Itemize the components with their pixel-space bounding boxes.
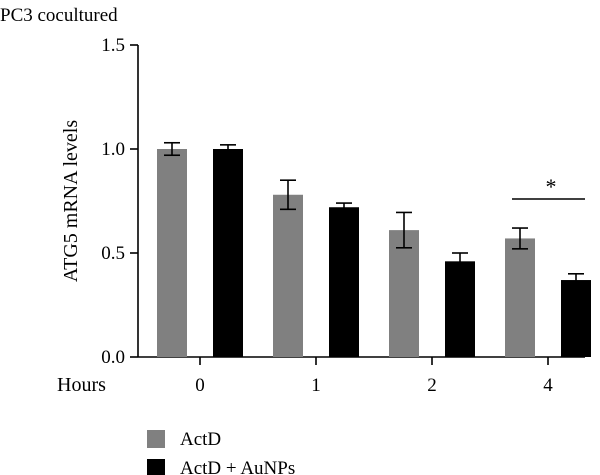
legend-swatch bbox=[147, 430, 165, 448]
y-axis-title: ATG5 mRNA levels bbox=[60, 120, 82, 282]
bars: * bbox=[157, 141, 591, 357]
x-tick-label: 2 bbox=[427, 375, 437, 396]
axes: 0.0 0.5 1.0 1.5 0 1 2 4 bbox=[101, 35, 585, 396]
bar-actd-aunps bbox=[329, 207, 359, 357]
x-axis-title: Hours bbox=[57, 374, 106, 396]
bar-actd bbox=[273, 194, 303, 357]
bar-actd-aunps bbox=[561, 280, 591, 357]
y-tick-label: 1.0 bbox=[101, 139, 125, 160]
y-tick-label: 0.0 bbox=[101, 347, 125, 368]
bar-actd bbox=[157, 149, 187, 357]
x-tick-label: 1 bbox=[311, 375, 321, 396]
x-tick-label: 0 bbox=[195, 375, 205, 396]
legend-label: ActD + AuNPs bbox=[180, 458, 295, 475]
bar-actd-aunps bbox=[213, 149, 243, 357]
y-tick-label: 1.5 bbox=[101, 35, 125, 56]
legend-swatch bbox=[147, 459, 165, 475]
bar-actd bbox=[505, 238, 535, 357]
legend: ActD ActD + AuNPs bbox=[147, 429, 295, 475]
y-tick-label: 0.5 bbox=[101, 243, 125, 264]
significance-marker: * bbox=[546, 174, 557, 199]
legend-label: ActD bbox=[180, 429, 221, 450]
bar-actd bbox=[389, 230, 419, 357]
bar-actd-aunps bbox=[445, 261, 475, 357]
x-tick-label: 4 bbox=[543, 375, 553, 396]
chart-title: PC3 cocultured bbox=[0, 5, 118, 26]
